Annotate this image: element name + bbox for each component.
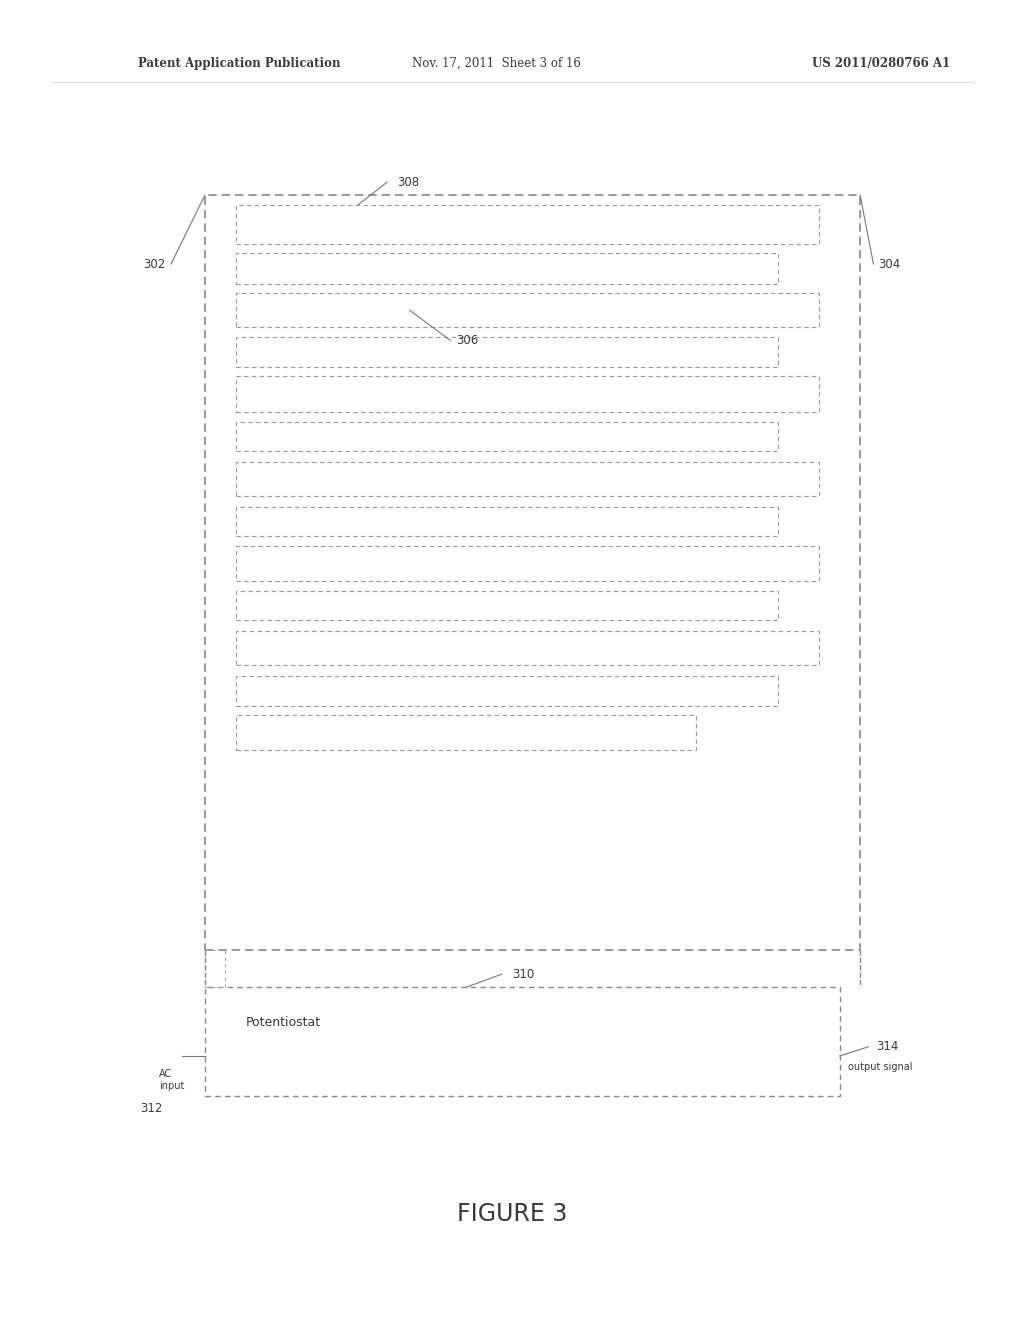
Bar — [236, 205, 819, 244]
Bar — [236, 715, 696, 750]
Bar — [236, 376, 819, 412]
Text: 310: 310 — [512, 968, 535, 981]
Text: US 2011/0280766 A1: US 2011/0280766 A1 — [812, 57, 949, 70]
Text: FIGURE 3: FIGURE 3 — [457, 1203, 567, 1226]
Bar — [236, 591, 778, 620]
Bar — [236, 631, 819, 665]
Text: 312: 312 — [140, 1102, 163, 1115]
Text: AC
input: AC input — [160, 1069, 184, 1090]
Bar — [205, 950, 225, 987]
Bar — [236, 546, 819, 581]
Text: Potentiostat: Potentiostat — [246, 1016, 321, 1030]
Text: 308: 308 — [397, 176, 420, 189]
Text: 304: 304 — [879, 257, 901, 271]
Bar — [236, 507, 778, 536]
Bar — [205, 195, 860, 950]
Bar — [236, 293, 819, 327]
Bar — [236, 676, 778, 706]
Text: Patent Application Publication: Patent Application Publication — [138, 57, 341, 70]
Text: output signal: output signal — [848, 1061, 912, 1072]
Text: 314: 314 — [877, 1040, 899, 1053]
Bar — [236, 337, 778, 367]
Text: 306: 306 — [456, 334, 478, 347]
Bar — [236, 462, 819, 496]
Bar — [236, 422, 778, 451]
Text: 302: 302 — [143, 257, 166, 271]
Bar — [236, 253, 778, 284]
Bar — [205, 987, 840, 1096]
Text: Nov. 17, 2011  Sheet 3 of 16: Nov. 17, 2011 Sheet 3 of 16 — [413, 57, 581, 70]
